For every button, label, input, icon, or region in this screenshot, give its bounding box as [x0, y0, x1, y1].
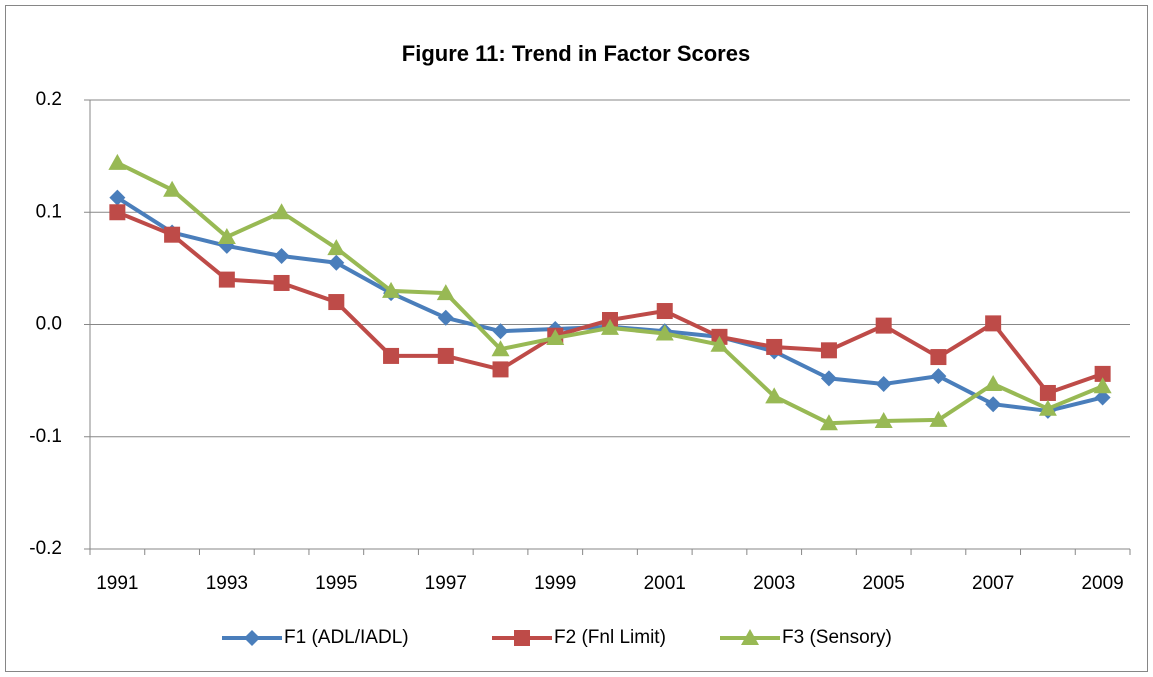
marker [820, 370, 837, 387]
marker [1094, 389, 1111, 406]
marker [492, 323, 509, 340]
x-tick-label: 2009 [1081, 573, 1123, 594]
marker [985, 315, 1002, 332]
marker [328, 254, 345, 271]
legend-label: F1 (ADL/IADL) [284, 627, 409, 648]
marker [930, 368, 947, 385]
marker [436, 284, 455, 301]
legend-marker [741, 629, 759, 645]
marker [109, 189, 126, 206]
marker [655, 324, 674, 341]
x-tick-label: 2001 [644, 573, 686, 594]
marker [383, 347, 400, 364]
marker [819, 414, 838, 431]
marker [273, 274, 290, 291]
y-tick-label: 0.1 [36, 201, 62, 222]
marker [985, 396, 1002, 413]
marker [108, 153, 127, 170]
chart-frame [5, 5, 1148, 672]
marker [218, 271, 235, 288]
marker [1093, 377, 1112, 394]
marker [437, 309, 454, 326]
marker [109, 204, 126, 221]
marker [327, 239, 346, 256]
marker [710, 335, 729, 352]
marker [1039, 384, 1056, 401]
marker [328, 294, 345, 311]
marker [163, 180, 182, 197]
y-tick-label: 0.2 [36, 89, 62, 110]
y-tick-label: 0.0 [36, 314, 62, 335]
marker [930, 349, 947, 366]
marker [875, 375, 892, 392]
x-tick-label: 1993 [206, 573, 248, 594]
marker [820, 342, 837, 359]
marker [492, 361, 509, 378]
marker [1038, 399, 1057, 416]
marker [765, 387, 784, 404]
marker [1094, 365, 1111, 382]
chart-title: Figure 11: Trend in Factor Scores [402, 41, 750, 66]
marker [272, 203, 291, 220]
marker [437, 347, 454, 364]
marker [382, 281, 401, 298]
x-tick-label: 2003 [753, 573, 795, 594]
marker [273, 248, 290, 265]
x-tick-label: 1997 [425, 573, 467, 594]
y-tick-label: -0.1 [29, 426, 62, 447]
marker [601, 318, 619, 335]
x-tick-label: 2005 [863, 573, 905, 594]
marker [874, 412, 893, 429]
y-tick-label: -0.2 [29, 538, 62, 559]
legend-label: F3 (Sensory) [782, 627, 892, 648]
marker [984, 374, 1003, 391]
legend-label: F2 (Fnl Limit) [554, 627, 666, 648]
marker [491, 340, 510, 357]
marker [217, 227, 236, 244]
x-tick-label: 1991 [96, 573, 138, 594]
legend-marker [514, 630, 530, 646]
x-tick-label: 1999 [534, 573, 576, 594]
x-tick-label: 1995 [315, 573, 357, 594]
legend-marker [244, 630, 260, 646]
marker [929, 410, 948, 427]
x-tick-label: 2007 [972, 573, 1014, 594]
marker [164, 226, 181, 243]
marker [656, 303, 673, 320]
marker [766, 338, 783, 355]
marker [546, 328, 565, 345]
marker [875, 317, 892, 334]
